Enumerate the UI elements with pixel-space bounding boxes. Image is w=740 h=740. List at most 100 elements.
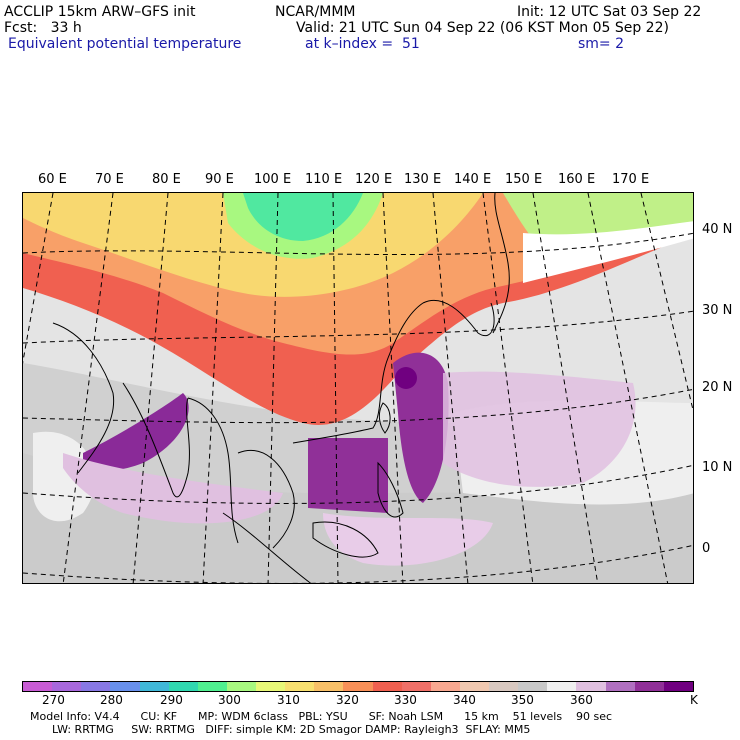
- model-info-line1: Model Info: V4.4 CU: KF MP: WDM 6class P…: [30, 710, 613, 723]
- level-index: at k–index = 51: [305, 36, 420, 52]
- typhoon-purple: [393, 352, 449, 503]
- colorbar-unit: K: [690, 693, 698, 707]
- arabian-coast: [52, 322, 115, 474]
- lon-label: 170 E: [612, 172, 650, 187]
- graticule-line: [432, 193, 469, 583]
- graticule-line: [587, 193, 669, 583]
- graticule-line: [23, 388, 693, 424]
- lon-label: 100 E: [254, 172, 292, 187]
- graticule-line: [382, 193, 404, 583]
- colorbar-segment: [139, 682, 169, 691]
- colorbar-tick: 280: [100, 693, 123, 707]
- colorbar-segment: [459, 682, 489, 691]
- colorbar-segment: [372, 682, 402, 691]
- graticule-line: [132, 193, 169, 583]
- graticule-line: [23, 464, 693, 504]
- lon-label: 90 E: [205, 172, 234, 187]
- sumatra-coast: [222, 512, 312, 583]
- colorbar-tick: 300: [218, 693, 241, 707]
- graticule-line: [482, 193, 534, 583]
- borneo-coast: [312, 521, 379, 558]
- indochina-coast: [237, 449, 295, 549]
- colorbar-segment: [663, 682, 693, 691]
- colorbar-tick: 340: [453, 693, 476, 707]
- colorbar-segment: [343, 682, 373, 691]
- lat-label: 10 N: [702, 460, 733, 475]
- colorbar-segment: [547, 682, 577, 691]
- colorbar-tick: 350: [511, 693, 534, 707]
- colorbar-segment: [518, 682, 548, 691]
- colorbar-segment: [168, 682, 198, 691]
- valid-time: Valid: 21 UTC Sun 04 Sep 22 (06 KST Mon …: [296, 20, 669, 36]
- map-panel: [22, 192, 694, 584]
- lon-label: 160 E: [558, 172, 596, 187]
- forecast-hour: Fcst: 33 h: [4, 20, 82, 36]
- colorbar-tick: 310: [277, 693, 300, 707]
- lon-label: 110 E: [305, 172, 343, 187]
- smoothing: sm= 2: [578, 36, 625, 52]
- graticule-line: [640, 193, 693, 412]
- colorbar-segment: [110, 682, 140, 691]
- lon-label: 140 E: [454, 172, 492, 187]
- lon-label: 120 E: [355, 172, 393, 187]
- colorbar-segment: [430, 682, 460, 691]
- colorbar: [22, 681, 694, 692]
- south-china-sea-purple: [308, 438, 388, 513]
- graticule: [23, 193, 693, 583]
- init-time: Init: 12 UTC Sat 03 Sep 22: [517, 4, 702, 20]
- colorbar-tick: 330: [394, 693, 417, 707]
- graticule-line: [332, 193, 339, 583]
- graticule-line: [267, 193, 279, 583]
- graticule-line: [23, 193, 54, 364]
- colorbar-tick: 360: [570, 693, 593, 707]
- graticule-line: [202, 193, 224, 583]
- lon-label: 150 E: [505, 172, 543, 187]
- graticule-line: [23, 310, 693, 344]
- colorbar-segment: [314, 682, 344, 691]
- colorbar-segment: [197, 682, 227, 691]
- burma-coast: [187, 397, 239, 544]
- lat-label: 0: [702, 541, 711, 556]
- lon-label: 70 E: [95, 172, 124, 187]
- indian-ocean-lilac: [63, 453, 283, 524]
- bay-of-bengal-purple: [83, 393, 189, 471]
- colorbar-segment: [226, 682, 256, 691]
- colorbar-segment: [576, 682, 606, 691]
- colorbar-tick: 270: [42, 693, 65, 707]
- lon-label: 60 E: [38, 172, 67, 187]
- japan-coast: [492, 193, 510, 334]
- colorbar-segment: [81, 682, 111, 691]
- coastlines: [52, 193, 510, 583]
- field-name: Equivalent potential temperature: [8, 36, 242, 52]
- lon-label: 130 E: [404, 172, 442, 187]
- colorbar-tick: 320: [336, 693, 359, 707]
- colorbar-segment: [23, 682, 53, 691]
- theta-e-map: [23, 193, 693, 583]
- colorbar-segment: [285, 682, 315, 691]
- lat-label: 20 N: [702, 380, 733, 395]
- india-coast: [122, 382, 190, 498]
- china-coast: [292, 302, 424, 444]
- colorbar-segment: [489, 682, 519, 691]
- lat-label: 30 N: [702, 303, 733, 318]
- colorbar-segment: [256, 682, 286, 691]
- colorbar-tick: 290: [160, 693, 183, 707]
- maritime-lilac: [323, 513, 493, 566]
- lon-label: 80 E: [152, 172, 181, 187]
- typhoon-core: [395, 367, 417, 389]
- colorbar-segment: [401, 682, 431, 691]
- graticule-line: [62, 193, 114, 583]
- center-label: NCAR/MMM: [275, 4, 356, 20]
- graticule-line: [23, 544, 693, 583]
- model-info-line2: LW: RRTMG SW: RRTMG DIFF: simple KM: 2D …: [52, 723, 531, 736]
- taiwan-coast: [378, 402, 391, 434]
- pacific-front-white: [523, 221, 693, 283]
- philippines-coast: [377, 461, 404, 518]
- colorbar-segment: [605, 682, 635, 691]
- colorbar-segment: [52, 682, 82, 691]
- graticule-line: [532, 193, 599, 583]
- pacific-lilac: [443, 371, 636, 487]
- korea-coast: [422, 299, 495, 336]
- colorbar-segment: [634, 682, 664, 691]
- model-title: ACCLIP 15km ARW–GFS init: [4, 4, 196, 20]
